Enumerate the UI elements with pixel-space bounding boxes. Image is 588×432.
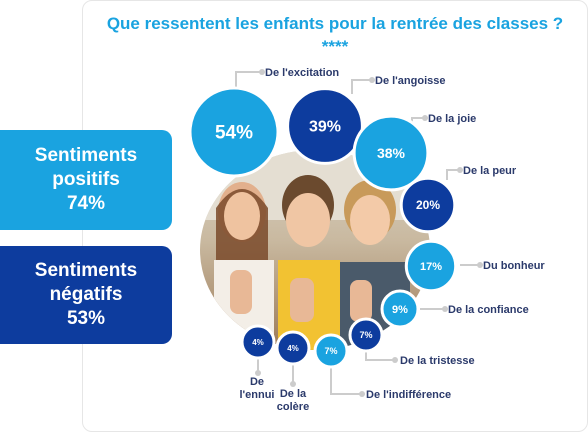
bubble-de-la-joie — [352, 114, 430, 192]
category-label-de-la-confiance: De la confiance — [448, 304, 529, 316]
category-label-de-la-joie: De la joie — [428, 113, 476, 125]
bubble-de-l-indifference — [313, 333, 349, 369]
leader-dot-de-l-indifference — [359, 391, 365, 397]
value-label-de-la-colere: 4% — [287, 344, 299, 353]
positive-summary-box: Sentiments positifs 74% — [0, 130, 172, 230]
positive-summary-value: 74% — [66, 193, 106, 214]
category-label-de-l-excitation: De l'excitation — [265, 67, 339, 79]
leader-de-l-angoisse — [351, 79, 372, 94]
category-label-du-bonheur: Du bonheur — [483, 260, 545, 272]
value-label-de-l-excitation: 54% — [215, 123, 253, 144]
value-label-de-l-ennui: 4% — [252, 338, 264, 347]
negative-summary-line1: Sentiments — [34, 260, 138, 281]
category-label-de-l-indifference: De l'indifférence — [366, 389, 451, 401]
bubble-du-bonheur — [404, 239, 458, 293]
leader-dot-de-la-peur — [457, 167, 463, 173]
leader-dot-de-la-confiance — [442, 306, 448, 312]
value-label-du-bonheur: 17% — [420, 261, 442, 273]
value-label-de-la-peur: 20% — [416, 198, 440, 212]
leader-dot-de-la-joie — [422, 115, 428, 121]
leader-dot-du-bonheur — [477, 262, 483, 268]
leader-de-l-indifference — [330, 368, 362, 395]
negative-summary-box: Sentiments négatifs 53% — [0, 246, 172, 344]
leader-dot-de-l-excitation — [259, 69, 265, 75]
category-label-de-la-tristesse: De la tristesse — [400, 355, 475, 367]
leader-dot-de-l-ennui — [255, 370, 261, 376]
bubble-de-la-peur — [399, 176, 457, 234]
leader-dot-de-l-angoisse — [369, 77, 375, 83]
leader-dot-de-la-tristesse — [392, 357, 398, 363]
category-label-de-l-angoisse: De l'angoisse — [375, 75, 445, 87]
bubble-de-l-ennui — [240, 324, 276, 360]
category-label-de-la-peur: De la peur — [463, 165, 517, 177]
value-label-de-l-indifference: 7% — [324, 346, 337, 356]
bubble-de-la-colere — [275, 330, 311, 366]
leader-de-la-peur — [446, 169, 460, 180]
value-label-de-la-tristesse: 7% — [359, 330, 372, 340]
bubble-de-l-angoisse — [286, 87, 364, 165]
negative-summary-line2: négatifs — [49, 284, 123, 305]
negative-summary-value: 53% — [66, 308, 106, 329]
chart-title: Que ressentent les enfants pour la rentr… — [106, 14, 564, 56]
bubble-de-la-confiance — [380, 289, 420, 329]
positive-summary-line1: Sentiments — [34, 145, 138, 166]
category-label-de-l-ennui: De l'ennui — [239, 376, 274, 401]
leader-dot-de-la-colere — [290, 381, 296, 387]
bubble-de-l-excitation — [188, 86, 280, 178]
positive-summary-line2: positifs — [52, 169, 120, 190]
value-label-de-la-confiance: 9% — [392, 304, 408, 316]
category-label-de-la-colere: De la colère — [277, 388, 309, 413]
bubble-de-la-tristesse — [348, 317, 384, 353]
leader-de-la-tristesse — [365, 351, 395, 361]
value-label-de-la-joie: 38% — [377, 145, 406, 161]
value-label-de-l-angoisse: 39% — [309, 119, 341, 136]
leader-de-l-excitation — [235, 71, 262, 88]
